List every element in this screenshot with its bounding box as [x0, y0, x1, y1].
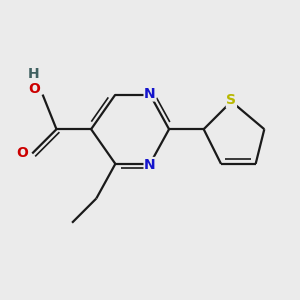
Text: S: S: [226, 94, 236, 107]
Text: H: H: [28, 68, 40, 82]
Text: N: N: [144, 158, 156, 172]
Text: O: O: [16, 146, 28, 161]
Text: N: N: [144, 87, 156, 101]
Text: O: O: [28, 82, 40, 96]
